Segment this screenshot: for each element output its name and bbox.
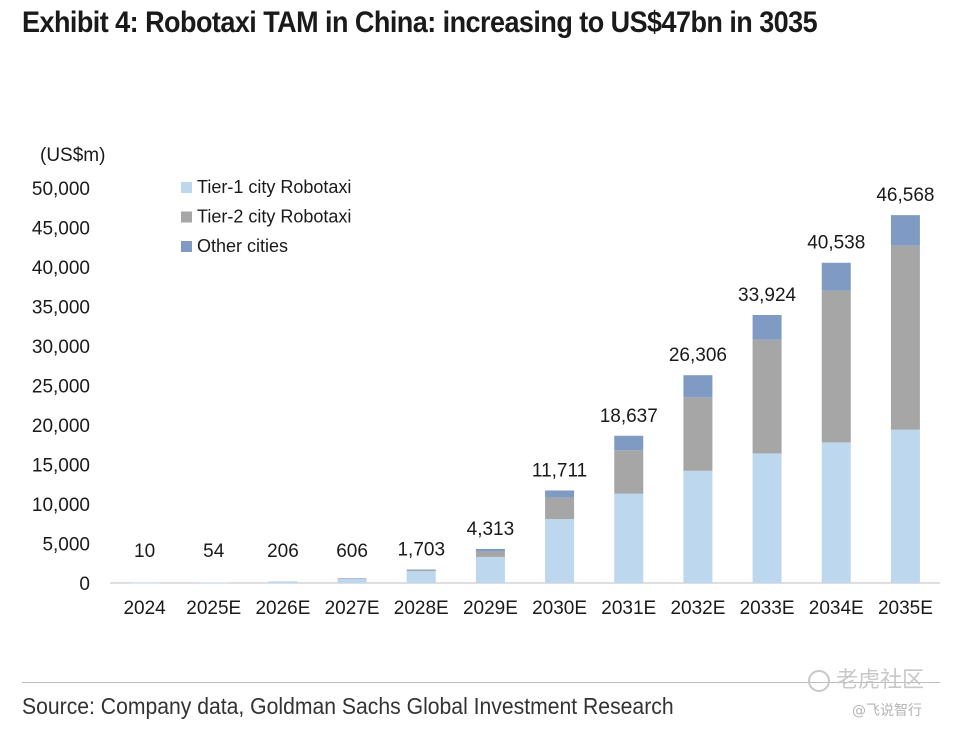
y-tick-label: 0 [79, 574, 90, 595]
bar-segment-tier1 [614, 493, 644, 583]
total-data-label: 26,306 [669, 345, 727, 366]
bars-group [130, 215, 920, 584]
total-data-label: 606 [336, 541, 368, 562]
total-data-label: 11,711 [532, 460, 587, 481]
source-note: Source: Company data, Goldman Sachs Glob… [22, 693, 674, 719]
bar-segment-tier2 [821, 290, 851, 443]
total-data-label: 46,568 [876, 185, 934, 206]
x-tick-label: 2029E [463, 598, 518, 619]
y-tick-label: 45,000 [32, 219, 90, 240]
bar-segment-tier1 [199, 582, 229, 584]
total-data-label: 1,703 [397, 540, 445, 561]
y-tick-label: 5,000 [42, 535, 90, 556]
footer-divider [22, 682, 940, 683]
y-axis-unit-label: (US$m) [40, 145, 105, 166]
legend-swatch [181, 241, 192, 252]
x-tick-label: 2030E [532, 598, 587, 619]
legend-item-other: Other cities [197, 236, 288, 256]
x-tick-label: 2035E [878, 598, 933, 619]
bar-segment-tier2 [475, 551, 505, 557]
x-tick-label: 2034E [809, 598, 864, 619]
bar-segment-tier1 [130, 582, 160, 584]
bar-segment-tier2 [890, 245, 920, 430]
x-tick-label: 2024 [123, 598, 166, 619]
y-tick-label: 15,000 [32, 456, 90, 477]
x-tick-label: 2033E [740, 598, 795, 619]
bar-segment-tier1 [475, 556, 505, 583]
watermark-handle: @飞说智行 [852, 703, 922, 719]
watermark-logo-icon [808, 670, 830, 692]
bar-segment-tier2 [337, 578, 367, 579]
bar-segment-other [614, 435, 644, 451]
y-tick-label: 20,000 [32, 416, 90, 437]
x-tick-label: 2025E [186, 598, 241, 619]
x-tick-label: 2027E [325, 598, 380, 619]
bar-segment-other [475, 548, 505, 552]
bar-segment-tier1 [268, 581, 298, 583]
bar-segment-other [683, 375, 713, 398]
x-tick-label: 2032E [670, 598, 725, 619]
legend-item-tier1: Tier-1 city Robotaxi [197, 177, 351, 197]
legend-item-tier2: Tier-2 city Robotaxi [197, 207, 351, 227]
chart-title: Exhibit 4: Robotaxi TAM in China: increa… [22, 6, 818, 39]
total-data-label: 54 [203, 541, 225, 562]
y-tick-label: 10,000 [32, 495, 90, 516]
bar-segment-other [890, 215, 920, 246]
y-tick-label: 25,000 [32, 377, 90, 398]
total-data-label: 206 [267, 541, 299, 562]
y-axis: 0 5,000 10,000 15,000 20,000 25,000 30,000 35,0… [32, 179, 90, 595]
y-tick-label: 35,000 [32, 298, 90, 319]
y-tick-label: 50,000 [32, 179, 90, 200]
bar-segment-tier2 [406, 569, 436, 572]
bar-segment-tier1 [752, 453, 782, 583]
bar-segment-other [406, 569, 436, 571]
bar-segment-other [821, 262, 851, 291]
bar-segment-tier1 [406, 571, 436, 583]
bar-segment-tier1 [545, 519, 575, 583]
x-tick-label: 2031E [601, 598, 656, 619]
bar-segment-tier1 [337, 578, 367, 583]
total-data-label: 10 [134, 541, 155, 562]
bar-segment-tier2 [752, 339, 782, 454]
watermark-text: 老虎社区 [836, 668, 925, 693]
legend: Tier-1 city Robotaxi Tier-2 city Robotaxi… [181, 177, 351, 256]
total-labels-group: 10 54 206 606 1,703 4,313 11,711 18,637 26,306 33… [134, 185, 934, 562]
y-tick-label: 40,000 [32, 258, 90, 279]
bar-segment-tier1 [821, 442, 851, 583]
total-data-label: 33,924 [738, 285, 797, 306]
bar-segment-other [752, 315, 782, 340]
x-axis: 2024 2025E 2026E 2027E 2028E 2029E 2030E 2031E 2… [123, 598, 932, 619]
bar-segment-tier1 [890, 429, 920, 583]
bar-segment-tier2 [614, 450, 644, 494]
legend-swatch [181, 182, 192, 193]
legend-swatch [181, 211, 192, 223]
bar-segment-tier2 [683, 397, 713, 471]
bar-segment-other [545, 490, 575, 498]
total-data-label: 18,637 [600, 406, 658, 427]
x-tick-label: 2028E [394, 598, 449, 619]
watermark: 老虎社区 [808, 662, 924, 694]
bar-segment-tier1 [683, 470, 713, 583]
bar-segment-tier2 [545, 497, 575, 520]
y-tick-label: 30,000 [32, 337, 90, 358]
total-data-label: 4,313 [467, 519, 515, 540]
x-tick-label: 2026E [255, 598, 310, 619]
total-data-label: 40,538 [807, 233, 865, 254]
